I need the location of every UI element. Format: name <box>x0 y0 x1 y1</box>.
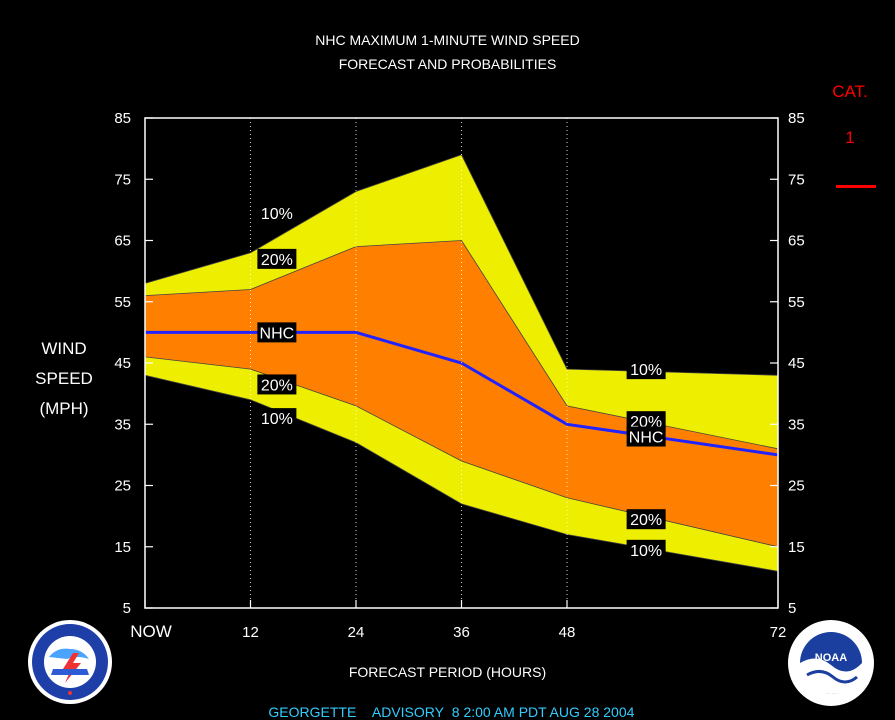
svg-text:NOAA: NOAA <box>815 652 847 664</box>
y-tick-label-left: 65 <box>114 233 131 250</box>
nws-logo <box>28 620 112 704</box>
series-label-text: 10% <box>261 411 293 428</box>
series-boundary-0 <box>144 154 779 376</box>
y-axis-label-line2: SPEED <box>35 369 93 388</box>
x-tick-label: 72 <box>770 624 787 641</box>
y-tick-label-right: 75 <box>788 171 805 188</box>
chart-title-line2: FORECAST AND PROBABILITIES <box>338 56 557 72</box>
series-label-box <box>257 374 297 395</box>
series-label-text: NHC <box>260 325 295 342</box>
advisory-word: ADVISORY <box>371 704 444 720</box>
category-value: 1 <box>845 128 855 147</box>
y-tick-label-left: 35 <box>114 416 131 433</box>
y-tick-label-right: 45 <box>788 355 805 372</box>
y-tick-label-right: 65 <box>788 233 805 250</box>
x-tick-label: 12 <box>242 624 259 641</box>
y-tick-label-left: 85 <box>114 110 131 127</box>
series-label-box <box>626 426 666 447</box>
advisory-line: GEORGETTE ADVISORY 8 2:00 AM PDT AUG 28 … <box>0 688 895 720</box>
series-boundary-1 <box>144 240 779 450</box>
category-label: CAT. <box>832 82 868 101</box>
series-label-text: 20% <box>261 377 293 394</box>
series-label-box <box>257 248 297 269</box>
y-tick-label-left: 55 <box>114 294 131 311</box>
series-label-text: 10% <box>630 362 662 379</box>
series-label-box <box>257 322 297 343</box>
x-tick-label: 48 <box>559 624 576 641</box>
y-tick-label-right: 55 <box>788 294 805 311</box>
x-tick-label: 24 <box>348 624 365 641</box>
y-tick-label-right: 5 <box>788 600 796 617</box>
dotted-grid <box>250 118 568 608</box>
series-label-box <box>626 509 666 530</box>
nhc-forecast-line <box>145 330 779 457</box>
series-label-text: 10% <box>261 206 293 223</box>
series-boundary-4 <box>144 374 779 572</box>
y-tick-label-right: 85 <box>788 110 805 127</box>
noaa-logo: NOAA <box>788 620 874 706</box>
series-boundary-3 <box>144 356 779 548</box>
y-tick-label-left: 15 <box>114 539 131 556</box>
advisory-storm: GEORGETTE <box>268 704 357 720</box>
y-tick-label-left: 75 <box>114 171 131 188</box>
y-tick-label-right: 25 <box>788 478 805 495</box>
series-label-text: 20% <box>630 512 662 529</box>
series-label-text: 20% <box>261 252 293 269</box>
y-tick-label-right: 35 <box>788 416 805 433</box>
x-axis-label: FORECAST PERIOD (HOURS) <box>348 664 547 680</box>
band-20-percent <box>145 240 778 547</box>
series-label-text: 10% <box>630 543 662 560</box>
y-tick-label-left: 45 <box>114 355 131 372</box>
probability-bands <box>144 154 779 572</box>
y-axis-label-line1: WIND <box>41 339 87 358</box>
series-label-box <box>257 202 297 223</box>
series-label-box <box>257 408 297 429</box>
advisory-time: 2:00 AM PDT AUG 28 2004 <box>463 704 635 720</box>
y-tick-label-right: 15 <box>788 539 805 556</box>
series-label-text: NHC <box>629 430 664 447</box>
y-tick-label-left: 25 <box>114 478 131 495</box>
y-tick-label-left: 5 <box>123 600 131 617</box>
series-label-box <box>626 411 666 432</box>
category-legend-line <box>836 185 876 188</box>
x-tick-label: NOW <box>130 622 172 641</box>
y-axis-label-line3: (MPH) <box>39 399 89 418</box>
advisory-number: 8 <box>451 704 460 720</box>
x-tick-label: 36 <box>453 624 470 641</box>
chart-title-line1: NHC MAXIMUM 1-MINUTE WIND SPEED <box>315 32 580 48</box>
series-label-box <box>626 539 666 560</box>
series-label-box <box>626 359 666 380</box>
